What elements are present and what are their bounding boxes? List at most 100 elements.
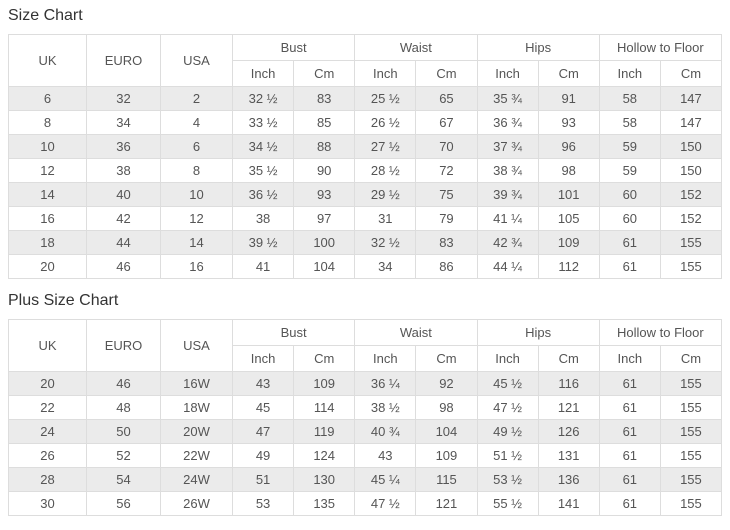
table-cell: 61 bbox=[598, 254, 661, 279]
table-cell: 46 bbox=[86, 254, 161, 279]
table-cell: 55 ½ bbox=[476, 491, 539, 516]
table-row: 6 32 2 32 ½ 83 25 ½ 65 35 ¾ 91 58 147 bbox=[8, 86, 723, 111]
table-cell: 83 bbox=[415, 230, 478, 255]
table-cell: 29 ½ bbox=[354, 182, 417, 207]
table-cell: 46 bbox=[86, 371, 161, 396]
size-chart-section: Size Chart UK EURO USA Bust Waist Hips H… bbox=[8, 6, 723, 279]
table-cell: 72 bbox=[415, 158, 478, 183]
table-row: 22 48 18W 45 114 38 ½ 98 47 ½ 121 61 155 bbox=[8, 395, 723, 420]
table-cell: 93 bbox=[293, 182, 356, 207]
table-cell: 60 bbox=[598, 206, 661, 231]
table-cell: 26W bbox=[160, 491, 233, 516]
table-cell: 18W bbox=[160, 395, 233, 420]
table-cell: 14 bbox=[160, 230, 233, 255]
size-chart-title: Size Chart bbox=[8, 7, 83, 24]
table-cell: 109 bbox=[537, 230, 600, 255]
header-bust-inch: Inch bbox=[231, 345, 295, 372]
table-cell: 85 bbox=[293, 110, 356, 135]
plus-size-chart-table-header: UK EURO USA Bust Waist Hips Hollow to Fl… bbox=[8, 319, 723, 372]
table-cell: 14 bbox=[8, 182, 87, 207]
table-cell: 56 bbox=[86, 491, 161, 516]
header-row-groups: UK EURO USA Bust Waist Hips Hollow to Fl… bbox=[8, 319, 723, 372]
table-row: 10 36 6 34 ½ 88 27 ½ 70 37 ¾ 96 59 150 bbox=[8, 134, 723, 159]
header-bust-cm: Cm bbox=[293, 345, 356, 372]
table-row: 20 46 16W 43 109 36 ¼ 92 45 ½ 116 61 155 bbox=[8, 371, 723, 396]
table-row: 8 34 4 33 ½ 85 26 ½ 67 36 ¾ 93 58 147 bbox=[8, 110, 723, 135]
table-cell: 59 bbox=[598, 134, 661, 159]
table-cell: 61 bbox=[598, 491, 661, 516]
table-cell: 24 bbox=[8, 419, 87, 444]
table-cell: 101 bbox=[537, 182, 600, 207]
header-row-units: Inch Cm Inch Cm Inch Cm Inch Cm bbox=[9, 60, 723, 87]
table-cell: 36 ¼ bbox=[354, 371, 417, 396]
table-cell: 31 bbox=[354, 206, 417, 231]
header-bust: Bust bbox=[231, 34, 356, 61]
table-cell: 65 bbox=[415, 86, 478, 111]
table-cell: 86 bbox=[415, 254, 478, 279]
table-cell: 98 bbox=[415, 395, 478, 420]
table-cell: 34 bbox=[86, 110, 161, 135]
table-cell: 115 bbox=[415, 467, 478, 492]
table-cell: 51 bbox=[231, 467, 295, 492]
table-cell: 119 bbox=[293, 419, 356, 444]
size-chart-table: UK EURO USA Bust Waist Hips Hollow to Fl… bbox=[8, 34, 723, 279]
table-cell: 26 bbox=[8, 443, 87, 468]
table-cell: 38 bbox=[231, 206, 295, 231]
table-cell: 26 ½ bbox=[354, 110, 417, 135]
table-cell: 50 bbox=[86, 419, 161, 444]
table-cell: 155 bbox=[659, 371, 723, 396]
table-cell: 34 ½ bbox=[231, 134, 295, 159]
table-cell: 91 bbox=[537, 86, 600, 111]
table-cell: 47 ½ bbox=[354, 491, 417, 516]
table-cell: 61 bbox=[598, 467, 661, 492]
table-cell: 67 bbox=[415, 110, 478, 135]
header-usa: USA bbox=[160, 319, 233, 372]
header-waist: Waist bbox=[354, 34, 478, 61]
table-cell: 48 bbox=[86, 395, 161, 420]
table-cell: 20 bbox=[8, 254, 87, 279]
header-bust-inch: Inch bbox=[231, 60, 295, 87]
table-cell: 104 bbox=[415, 419, 478, 444]
table-cell: 40 bbox=[86, 182, 161, 207]
header-hips-inch: Inch bbox=[476, 345, 539, 372]
table-cell: 22 bbox=[8, 395, 87, 420]
size-chart-page: Size Chart UK EURO USA Bust Waist Hips H… bbox=[8, 6, 723, 516]
table-cell: 97 bbox=[293, 206, 356, 231]
table-cell: 61 bbox=[598, 230, 661, 255]
table-cell: 16W bbox=[160, 371, 233, 396]
table-cell: 12 bbox=[8, 158, 87, 183]
table-cell: 8 bbox=[160, 158, 233, 183]
table-cell: 16 bbox=[160, 254, 233, 279]
table-cell: 155 bbox=[659, 419, 723, 444]
table-cell: 39 ¾ bbox=[476, 182, 539, 207]
table-cell: 30 bbox=[8, 491, 87, 516]
table-cell: 45 ¼ bbox=[354, 467, 417, 492]
table-row: 16 42 12 38 97 31 79 41 ¼ 105 60 152 bbox=[8, 206, 723, 231]
table-cell: 6 bbox=[8, 86, 87, 111]
table-cell: 60 bbox=[598, 182, 661, 207]
header-hollow-inch: Inch bbox=[598, 60, 661, 87]
header-hollow-to-floor: Hollow to Floor bbox=[598, 319, 723, 346]
header-bust-cm: Cm bbox=[293, 60, 356, 87]
table-cell: 147 bbox=[659, 86, 723, 111]
table-cell: 114 bbox=[293, 395, 356, 420]
table-cell: 152 bbox=[659, 182, 723, 207]
table-cell: 44 ¼ bbox=[476, 254, 539, 279]
table-cell: 43 bbox=[354, 443, 417, 468]
table-cell: 155 bbox=[659, 443, 723, 468]
table-cell: 93 bbox=[537, 110, 600, 135]
table-cell: 53 ½ bbox=[476, 467, 539, 492]
table-cell: 4 bbox=[160, 110, 233, 135]
table-cell: 131 bbox=[537, 443, 600, 468]
table-row: 18 44 14 39 ½ 100 32 ½ 83 42 ¾ 109 61 155 bbox=[8, 230, 723, 255]
table-row: 26 52 22W 49 124 43 109 51 ½ 131 61 155 bbox=[8, 443, 723, 468]
plus-size-chart-section: Plus Size Chart UK EURO USA Bust Waist H… bbox=[8, 291, 723, 516]
table-cell: 58 bbox=[598, 86, 661, 111]
table-cell: 42 ¾ bbox=[476, 230, 539, 255]
plus-size-chart-table-body: 20 46 16W 43 109 36 ¼ 92 45 ½ 116 61 155 22 48 18W 45 1… bbox=[8, 371, 723, 516]
table-cell: 33 ½ bbox=[231, 110, 295, 135]
table-cell: 58 bbox=[598, 110, 661, 135]
table-cell: 20 bbox=[8, 371, 87, 396]
table-cell: 61 bbox=[598, 419, 661, 444]
table-cell: 88 bbox=[293, 134, 356, 159]
